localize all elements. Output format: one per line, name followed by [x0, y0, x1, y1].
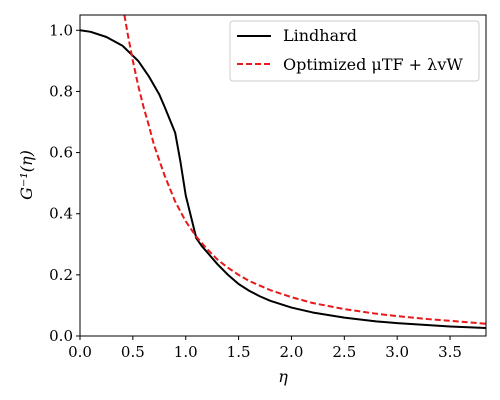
legend: Lindhard Optimized μTF + λvW	[229, 20, 480, 82]
x-tick-label-4: 2.0	[280, 343, 304, 361]
x-tick-label-2: 1.0	[174, 343, 198, 361]
y-tick-label-3: 0.6	[49, 144, 73, 162]
x-tick-label-5: 2.5	[332, 343, 356, 361]
y-tick-label-5: 1.0	[49, 21, 73, 39]
x-tick-label-3: 1.5	[227, 343, 251, 361]
x-tick-label-7: 3.5	[438, 343, 462, 361]
series-line-1	[123, 15, 486, 325]
legend-label-lindhard: Lindhard	[283, 26, 357, 45]
y-tick-label-1: 0.2	[49, 266, 73, 284]
x-axis-label: η	[278, 367, 288, 386]
y-tick-label-0: 0.0	[49, 327, 73, 345]
x-tick-label-1: 0.5	[121, 343, 145, 361]
plot-frame	[79, 14, 487, 337]
legend-box	[229, 20, 480, 82]
series-line-0	[80, 29, 486, 330]
legend-label-optimized: Optimized μTF + λvW	[283, 55, 463, 74]
x-tick-label-0: 0.0	[68, 343, 92, 361]
y-tick-label-2: 0.4	[49, 205, 73, 223]
x-tick-label-6: 3.0	[385, 343, 409, 361]
y-tick-label-4: 0.8	[49, 82, 73, 100]
y-axis-label: G⁻¹(η)	[17, 150, 36, 200]
